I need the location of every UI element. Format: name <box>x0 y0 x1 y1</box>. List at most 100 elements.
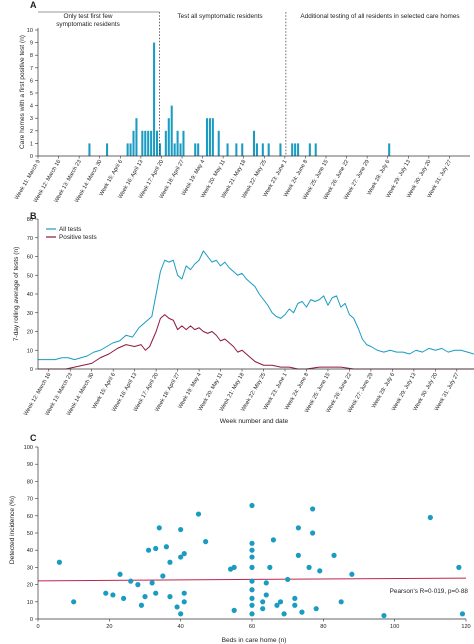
bar-day-39 <box>153 42 156 156</box>
y-tick-label: 9 <box>30 41 33 47</box>
x-tick-label: 120 <box>461 624 470 630</box>
scatter-point-55 <box>299 609 305 615</box>
y-tick-label: 50 <box>27 531 33 537</box>
bar-day-86 <box>291 143 294 156</box>
y-tick-label: 0 <box>30 154 33 160</box>
scatter-point-45 <box>267 564 273 571</box>
bar-day-43 <box>164 130 167 156</box>
y-tick-label: 2 <box>30 129 33 135</box>
y-tick-label: 80 <box>27 217 33 223</box>
y-tick-label: 4 <box>30 104 33 110</box>
y-tick-label: 10 <box>27 348 33 354</box>
scatter-point-47 <box>274 602 280 608</box>
panel-c-y-axis-title: Detected incidence (%) <box>9 496 16 564</box>
scatter-point-39 <box>249 602 255 608</box>
scatter-point-33 <box>249 547 255 553</box>
bar-day-33 <box>135 118 138 156</box>
x-tick-label-week-15-april-6: Week 15: April 6 <box>91 372 117 410</box>
bar-day-82 <box>279 143 282 156</box>
bar-day-87 <box>294 143 297 156</box>
bar-day-119 <box>388 143 391 156</box>
bar-day-58 <box>208 118 211 156</box>
scatter-point-1 <box>71 599 77 605</box>
scatter-point-24 <box>181 590 187 596</box>
bar-day-45 <box>170 105 173 156</box>
y-tick-label: 90 <box>27 462 33 468</box>
x-tick-label: 20 <box>106 624 112 630</box>
scatter-point-23 <box>181 599 187 605</box>
panel-b-label: B <box>30 211 37 221</box>
scatter-point-17 <box>167 594 173 600</box>
y-tick-label: 10 <box>27 600 33 606</box>
bar-day-76 <box>261 143 264 156</box>
y-tick-label: 0 <box>30 617 33 623</box>
scatter-point-8 <box>138 602 145 608</box>
bar-day-92 <box>308 143 311 156</box>
pearson-annotation: Pearson's R=0·019, p=0·88 <box>390 588 469 595</box>
bar-day-49 <box>182 130 185 156</box>
x-tick-label: 40 <box>178 624 184 630</box>
scatter-point-21 <box>178 554 184 560</box>
bar-day-46 <box>173 143 176 156</box>
y-tick-label: 60 <box>27 255 33 261</box>
scatter-point-2 <box>103 590 109 596</box>
y-tick-label: 1 <box>30 141 33 147</box>
series-line-all-tests <box>38 250 474 361</box>
scatter-point-58 <box>310 506 316 512</box>
scatter-point-3 <box>110 592 116 598</box>
bar-day-73 <box>252 130 256 156</box>
scatter-point-67 <box>459 611 466 617</box>
bar-day-67 <box>235 143 238 156</box>
legend-label-positive-tests: Positive tests <box>59 234 97 241</box>
scatter-point-63 <box>349 571 355 577</box>
bar-day-59 <box>211 118 214 156</box>
scatter-point-62 <box>338 599 344 605</box>
scatter-point-20 <box>178 611 184 617</box>
bar-day-37 <box>147 130 150 156</box>
scatter-point-53 <box>295 552 301 558</box>
y-tick-label: 0 <box>30 367 33 373</box>
scatter-point-41 <box>260 606 266 612</box>
scatter-point-51 <box>292 595 298 601</box>
x-tick-label-week-28-july-6: Week 28: July 6 <box>371 372 396 409</box>
y-tick-label: 80 <box>27 479 33 485</box>
bar-day-23 <box>106 143 109 156</box>
y-tick-label: 60 <box>27 514 33 520</box>
y-tick-label: 20 <box>27 330 33 336</box>
scatter-point-46 <box>270 537 276 543</box>
panel-c-scatter-chart: Detected incidence (%) Beds in care home… <box>9 445 471 644</box>
scatter-point-52 <box>292 602 298 608</box>
phase-3-label: Additional testing of all residents in s… <box>300 13 459 20</box>
bar-day-69 <box>241 143 244 156</box>
scatter-point-40 <box>249 611 255 617</box>
y-tick-label: 20 <box>27 583 33 589</box>
bar-day-31 <box>129 143 132 156</box>
scatter-point-9 <box>142 594 148 600</box>
scatter-point-64 <box>381 612 387 619</box>
x-tick-label-week-19-may-4: Week 19: May 4 <box>177 372 202 410</box>
scatter-point-56 <box>306 564 312 571</box>
bar-day-57 <box>205 118 209 156</box>
bar-day-30 <box>126 143 129 156</box>
bar-day-54 <box>197 143 200 156</box>
scatter-point-22 <box>178 526 184 533</box>
phase-1-label-line-2: symptomatic residents <box>56 21 120 28</box>
scatter-point-42 <box>260 599 266 605</box>
bar-day-53 <box>194 143 197 156</box>
series-line-positive-tests <box>38 314 474 370</box>
scatter-point-18 <box>167 559 173 565</box>
scatter-point-5 <box>121 595 127 601</box>
phase-2-label: Test all symptomatic residents <box>177 13 262 20</box>
bar-day-40 <box>155 130 159 156</box>
panel-a-bar-chart: Only test first few symptomatic resident… <box>14 11 470 204</box>
y-tick-label: 100 <box>24 445 33 451</box>
scatter-point-54 <box>295 525 301 531</box>
x-tick-label-week-31-july-27: Week 31: July 27 <box>434 372 461 412</box>
panel-c-label: C <box>30 433 37 443</box>
scatter-point-30 <box>231 564 237 571</box>
scatter-point-32 <box>249 540 255 546</box>
panel-a-y-axis-title: Care homes with a first positive test (n… <box>19 35 26 149</box>
bar-day-47 <box>176 130 179 156</box>
scatter-point-65 <box>427 514 433 521</box>
scatter-point-4 <box>117 571 123 577</box>
